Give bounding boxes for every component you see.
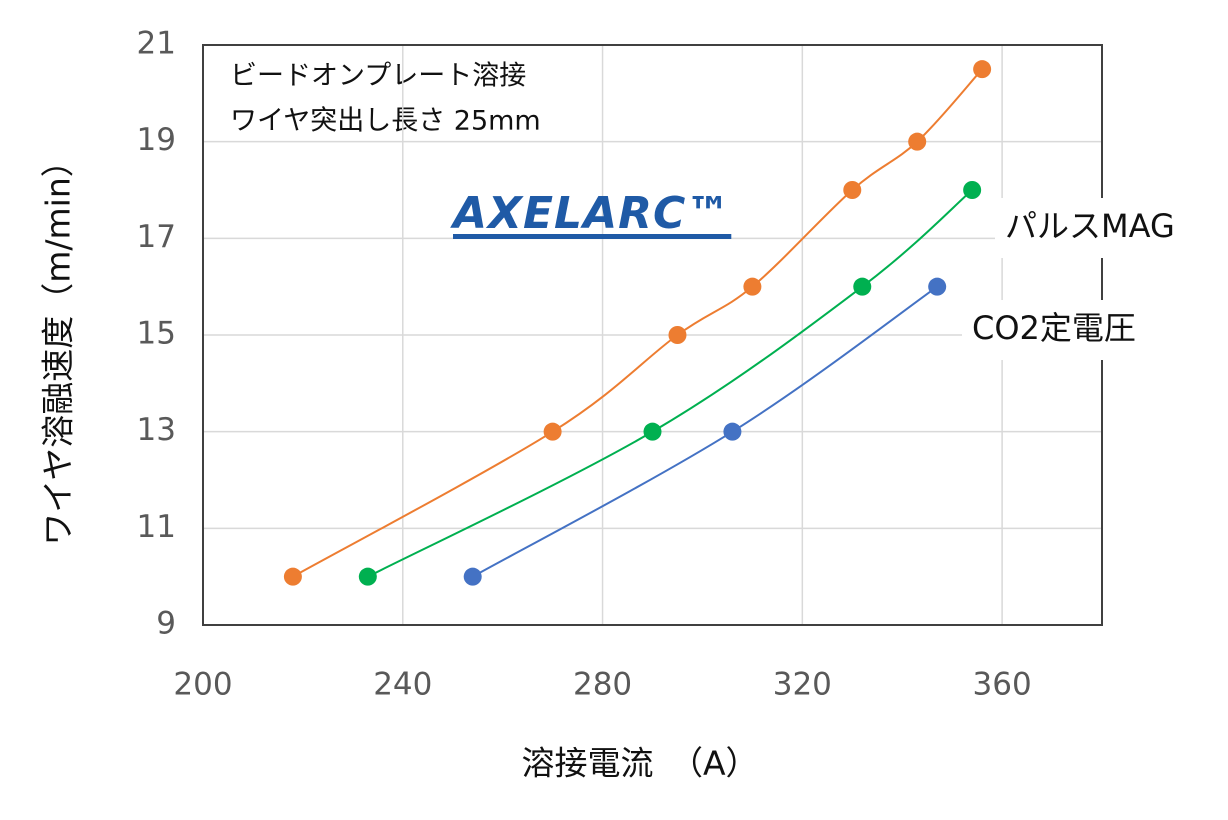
series-label: CO2定電圧 [972, 309, 1136, 347]
x-axis-title: 溶接電流 （A） [521, 744, 758, 783]
data-point [973, 60, 992, 79]
x-tick-label: 200 [173, 667, 232, 703]
data-point [743, 277, 762, 296]
data-point [843, 181, 862, 199]
legend-bg [962, 300, 1162, 360]
data-point [853, 277, 872, 296]
annotation: ワイヤ突出し長さ 25mm [230, 106, 541, 137]
x-tick-label: 280 [573, 667, 632, 703]
x-tick-label: 360 [973, 667, 1032, 703]
x-tick-label: 320 [773, 667, 832, 703]
y-axis-title: ワイヤ溶融速度（m/min） [39, 144, 78, 546]
data-point [668, 326, 687, 344]
logo-underline [453, 234, 732, 239]
x-tick-label: 240 [373, 667, 432, 703]
series-label: AXELARC™ [450, 188, 731, 239]
data-point [358, 567, 377, 586]
y-tick-label: 17 [137, 219, 176, 255]
series-label: パルスMAG [1005, 207, 1175, 245]
data-point [928, 277, 947, 296]
series-line [367, 189, 973, 578]
series-line [292, 68, 983, 578]
y-tick-label: 19 [137, 122, 176, 158]
data-point [908, 132, 927, 151]
annotation: ビードオンプレート溶接 [230, 61, 526, 92]
data-point [543, 422, 562, 441]
legend-bg [995, 198, 1195, 258]
data-point [723, 422, 742, 441]
y-tick-label: 11 [137, 509, 176, 545]
data-point [643, 422, 662, 441]
data-point [463, 567, 482, 586]
data-point [283, 567, 302, 586]
y-tick-label: 21 [137, 26, 176, 62]
y-tick-label: 9 [156, 606, 176, 642]
data-point [963, 181, 982, 199]
y-tick-label: 13 [137, 412, 176, 448]
y-tick-label: 15 [137, 316, 176, 352]
